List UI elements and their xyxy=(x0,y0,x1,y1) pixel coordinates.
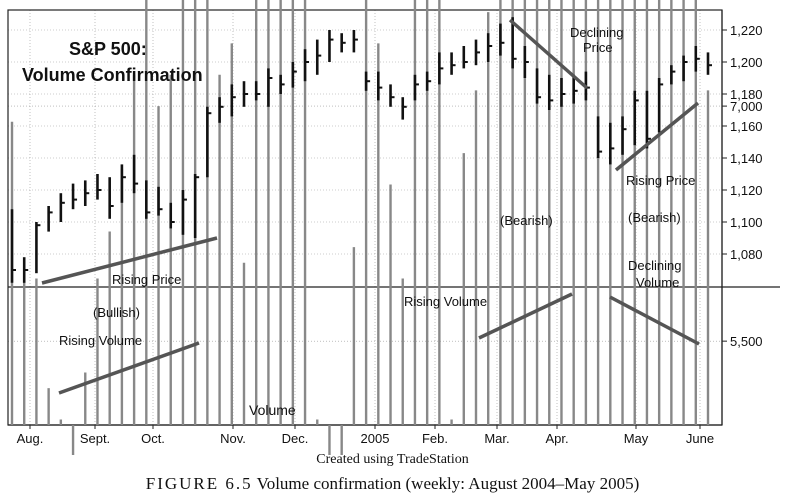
rising-volume-trendline-2 xyxy=(478,292,573,340)
x-axis-tick-label: June xyxy=(686,431,714,446)
volume-axis-tick-label: 7,000 xyxy=(730,99,763,114)
annotation-declining-price-line2: Price xyxy=(583,40,613,55)
x-axis-tick-label: Mar. xyxy=(484,431,509,446)
sp500-volume-chart: 1,220 1,200 1,180 1,160 1,140 1,120 1,100 1,080… xyxy=(7,0,780,455)
annotation-rising-price-2: Rising Price xyxy=(626,173,695,188)
declining-price-trendline xyxy=(508,18,589,90)
rising-price-trendline-2 xyxy=(614,101,700,172)
declining-volume-trendline xyxy=(609,295,700,346)
volume-panel-label: Volume xyxy=(249,402,296,418)
figure-label: FIGURE 6.5 xyxy=(145,474,253,493)
chart-subtitle: Volume Confirmation xyxy=(22,65,203,85)
rising-volume-trendline-1 xyxy=(58,341,200,395)
x-axis-tick-label: Dec. xyxy=(282,431,309,446)
price-axis-ticks: 1,220 1,200 1,180 1,160 1,140 1,120 1,100 1,080 xyxy=(722,23,763,262)
price-axis-tick-label: 1,140 xyxy=(730,151,763,166)
figure-caption: FIGURE 6.5 Volume confirmation (weekly: … xyxy=(0,474,785,494)
annotation-rising-volume-1: Rising Volume xyxy=(59,333,142,348)
price-axis-tick-label: 1,180 xyxy=(730,87,763,102)
x-axis-tick-label: 2005 xyxy=(361,431,390,446)
x-axis-tick-label: Nov. xyxy=(220,431,246,446)
annotation-rising-price-1: Rising Price xyxy=(112,272,181,287)
price-bars xyxy=(10,17,712,283)
annotation-bullish: (Bullish) xyxy=(93,305,140,320)
rising-price-trendline-1 xyxy=(41,236,218,285)
x-axis-tick-label: Feb. xyxy=(422,431,448,446)
price-axis-tick-label: 1,100 xyxy=(730,215,763,230)
annotation-declining-volume-line2: Volume xyxy=(636,275,679,290)
price-axis-tick-label: 1,160 xyxy=(730,119,763,134)
annotation-declining-price-line1: Declining xyxy=(570,25,623,40)
figure-text: Volume confirmation (weekly: August 2004… xyxy=(256,474,640,493)
price-axis-tick-label: 1,080 xyxy=(730,247,763,262)
price-axis-tick-label: 1,200 xyxy=(730,55,763,70)
annotation-bearish-1: (Bearish) xyxy=(500,213,553,228)
price-axis-tick-label: 1,120 xyxy=(730,183,763,198)
chart-title: S&P 500: xyxy=(69,39,147,59)
source-credit: Created using TradeStation xyxy=(316,452,469,467)
x-axis-tick-label: Apr. xyxy=(545,431,568,446)
x-axis-tick-label: Oct. xyxy=(141,431,165,446)
x-axis-tick-label: Sept. xyxy=(80,431,110,446)
x-axis-tick-label: May xyxy=(624,431,649,446)
x-axis-ticks: Aug. Sept. Oct. Nov. Dec. 2005 Feb. Mar. Apr. May… xyxy=(17,425,714,446)
annotation-rising-volume-2: Rising Volume xyxy=(404,294,487,309)
x-axis-tick-label: Aug. xyxy=(17,431,44,446)
annotation-declining-volume-line1: Declining xyxy=(628,258,681,273)
annotation-bearish-2: (Bearish) xyxy=(628,210,681,225)
volume-axis-tick-label: 5,500 xyxy=(730,334,763,349)
price-axis-tick-label: 1,220 xyxy=(730,23,763,38)
volume-bars xyxy=(10,0,710,455)
